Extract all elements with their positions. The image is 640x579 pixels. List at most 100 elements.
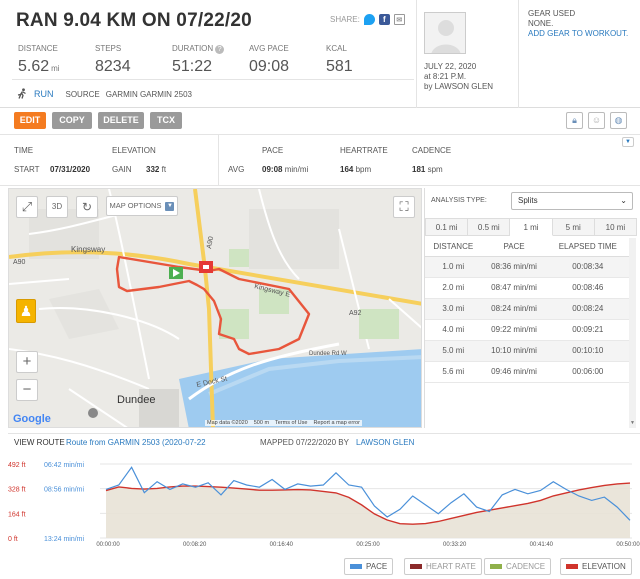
- legend-label: PACE: [366, 562, 388, 571]
- y-tick-label-elevation: 492 ft: [8, 462, 26, 469]
- chevron-down-icon: ⌄: [620, 196, 627, 205]
- legend-pace-button[interactable]: PACE: [344, 558, 394, 575]
- heartrate-label: HEARTRATE: [340, 146, 388, 155]
- gear-value: NONE.: [528, 19, 554, 28]
- scrollbar[interactable]: [629, 238, 636, 428]
- street-view-icon[interactable]: ♟: [16, 299, 36, 323]
- divider: [416, 0, 417, 108]
- fullscreen-icon[interactable]: ⤢: [16, 196, 38, 218]
- table-cell: 00:10:10: [546, 340, 629, 362]
- table-cell: 00:08:24: [546, 298, 629, 320]
- pace-label: PACE: [262, 146, 284, 155]
- cadence-value: 181: [412, 165, 426, 174]
- stat-value: 09:08: [249, 58, 290, 75]
- replay-icon[interactable]: ↻: [76, 196, 98, 218]
- map-city-label: Dundee: [117, 394, 156, 406]
- globe-icon[interactable]: ◍: [610, 112, 627, 129]
- table-row[interactable]: 4.0 mi 09:22 min/mi 00:09:21: [425, 319, 629, 341]
- activity-type-link[interactable]: RUN: [34, 89, 54, 99]
- help-icon[interactable]: ?: [215, 45, 225, 54]
- split-tabs: 0.1 mi 0.5 mi 1 mi 5 mi 10 mi: [425, 218, 638, 236]
- divider: [218, 134, 219, 186]
- x-tick-label: 00:00:00: [96, 542, 120, 548]
- gear-panel: GEAR USED NONE. ADD GEAR TO WORKOUT.: [528, 9, 628, 39]
- source-label: SOURCE: [65, 89, 100, 99]
- column-header: PACE: [481, 238, 547, 257]
- share-label: SHARE:: [330, 15, 360, 24]
- splits-table: DISTANCE PACE ELAPSED TIME 1.0 mi 08:36 min…: [425, 238, 629, 383]
- zoom-in-button[interactable]: +: [16, 351, 38, 373]
- table-row[interactable]: 3.0 mi 08:24 min/mi 00:08:24: [425, 298, 629, 320]
- stat-value: 51:22: [172, 58, 213, 75]
- table-row[interactable]: 2.0 mi 08:47 min/mi 00:08:46: [425, 277, 629, 299]
- table-cell: 5.6 mi: [425, 361, 482, 383]
- legend-elevation-button[interactable]: ELEVATION: [560, 558, 632, 575]
- map-data-credit: Map data ©2020: [207, 420, 248, 426]
- analysis-type-label: ANALYSIS TYPE:: [431, 197, 487, 204]
- share-bar: SHARE: f ✉: [330, 14, 405, 25]
- table-row[interactable]: 5.0 mi 10:10 min/mi 00:10:10: [425, 340, 629, 362]
- workout-date-info: JULY 22, 2020 at 8:21 P.M. by LAWSON GLE…: [424, 62, 493, 92]
- avatar[interactable]: [424, 12, 466, 54]
- split-tab[interactable]: 1 mi: [510, 218, 553, 236]
- analysis-type-value: Splits: [518, 196, 538, 205]
- report-error-link[interactable]: Report a map error: [313, 420, 360, 426]
- email-icon[interactable]: ✉: [393, 14, 405, 25]
- twitter-icon[interactable]: [363, 14, 375, 25]
- workout-chart[interactable]: 492 ft 328 ft 164 ft 0 ft 06:42 min/mi 08:56 …: [0, 450, 640, 579]
- route-link[interactable]: Route from GARMIN 2503 (2020-07-22: [66, 438, 206, 447]
- split-tab[interactable]: 0.5 mi: [468, 218, 511, 236]
- mapped-by-link[interactable]: LAWSON GLEN: [356, 438, 415, 447]
- google-logo: Google: [13, 413, 51, 425]
- workout-time: at 8:21 P.M.: [424, 72, 467, 81]
- analysis-type-select[interactable]: Splits ⌄: [511, 192, 633, 210]
- table-cell: 00:09:21: [546, 319, 629, 341]
- route-map[interactable]: Kingsway Kingsway E A90 A90 A92 E Dock S…: [8, 188, 422, 428]
- map-options-button[interactable]: MAP OPTIONS ▼: [106, 196, 178, 216]
- cadence-unit: spm: [427, 165, 443, 174]
- legend-label: HEART RATE: [426, 562, 476, 571]
- add-gear-link[interactable]: ADD GEAR TO WORKOUT.: [528, 29, 629, 38]
- terms-link[interactable]: Terms of Use: [275, 420, 308, 426]
- stat-value-group: 581: [326, 58, 353, 76]
- scroll-down-icon[interactable]: ▼: [630, 420, 635, 426]
- legend-swatch: [350, 564, 362, 569]
- map-canvas[interactable]: Kingsway Kingsway E A90 A90 A92 E Dock S…: [9, 189, 422, 428]
- x-tick-label: 00:25:00: [356, 542, 380, 548]
- table-cell: 1.0 mi: [425, 256, 482, 278]
- split-tab[interactable]: 10 mi: [594, 218, 638, 236]
- map-road-label: A90: [206, 236, 215, 250]
- delete-button[interactable]: DELETE: [98, 112, 144, 129]
- stat-value: 8234: [95, 58, 131, 75]
- 3d-view-icon[interactable]: 3D: [46, 196, 68, 218]
- table-row[interactable]: 5.6 mi 09:46 min/mi 00:06:00: [425, 361, 629, 383]
- tcx-button[interactable]: TCX: [150, 112, 182, 129]
- lock-icon[interactable]: 🔒︎: [566, 112, 583, 129]
- stat-value-group: 8234: [95, 58, 131, 76]
- table-cell: 5.0 mi: [425, 340, 482, 362]
- facebook-icon[interactable]: f: [378, 14, 390, 25]
- table-row[interactable]: 1.0 mi 08:36 min/mi 00:08:34: [425, 256, 629, 278]
- table-cell: 10:10 min/mi: [481, 340, 547, 362]
- elevation-label: ELEVATION: [112, 146, 156, 155]
- time-label: TIME: [14, 146, 34, 155]
- legend-heartrate-button[interactable]: HEART RATE: [404, 558, 482, 575]
- legend-swatch: [566, 564, 578, 569]
- heartrate-unit: bpm: [355, 165, 372, 174]
- split-tab[interactable]: 5 mi: [552, 218, 595, 236]
- table-cell: 4.0 mi: [425, 319, 482, 341]
- edit-button[interactable]: EDIT: [14, 112, 46, 129]
- workout-date: JULY 22, 2020: [424, 62, 477, 71]
- legend-cadence-button[interactable]: CADENCE: [484, 558, 552, 575]
- chart-canvas[interactable]: 492 ft 328 ft 164 ft 0 ft 06:42 min/mi 08:56 …: [0, 450, 640, 556]
- chevron-down-icon[interactable]: ▼: [622, 137, 634, 147]
- mapped-label: MAPPED 07/22/2020 BY: [260, 438, 349, 447]
- chevron-down-icon: ▼: [165, 201, 175, 211]
- copy-button[interactable]: COPY: [52, 112, 92, 129]
- map-road-label: A90: [13, 259, 26, 266]
- split-tab[interactable]: 0.1 mi: [426, 218, 469, 236]
- zoom-out-button[interactable]: −: [16, 379, 38, 401]
- expand-map-icon[interactable]: ⛶: [393, 196, 415, 218]
- friends-icon[interactable]: ☺: [588, 112, 605, 129]
- x-tick-label: 00:16:40: [270, 542, 294, 548]
